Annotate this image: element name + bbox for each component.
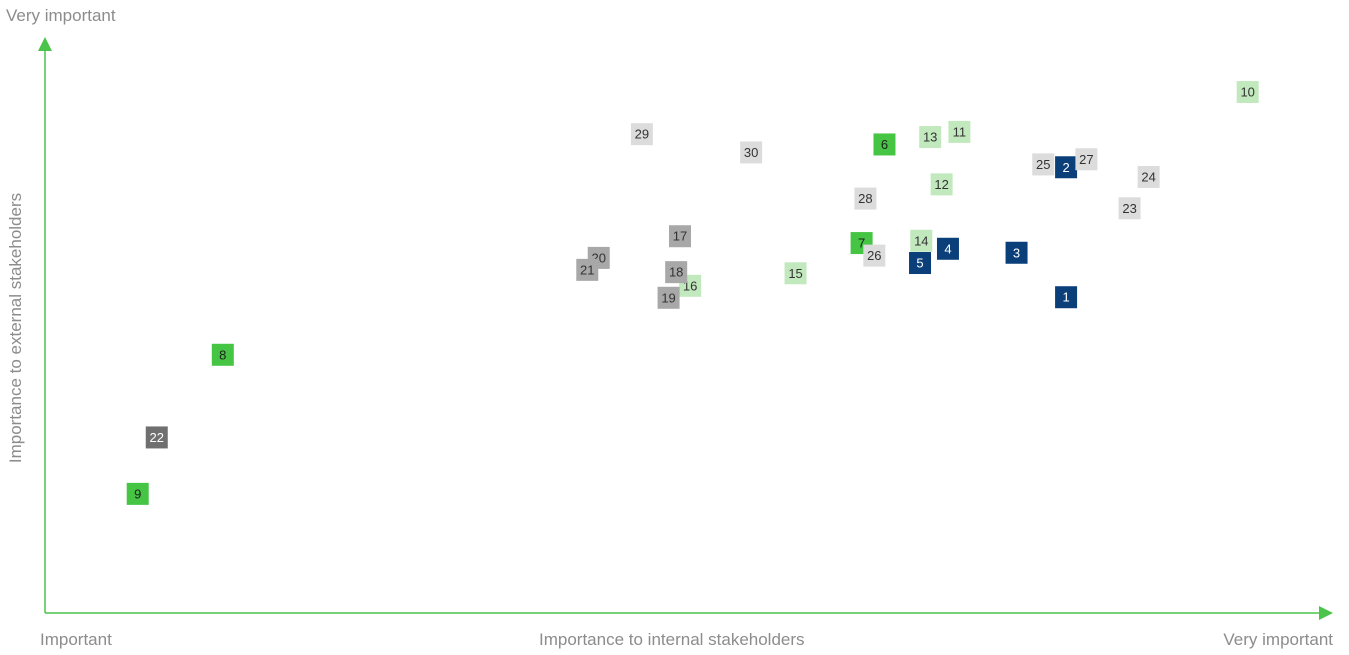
data-point-label-25: 25 bbox=[1036, 157, 1050, 172]
data-point-label-3: 3 bbox=[1013, 245, 1020, 260]
data-point-marker-24 bbox=[1137, 165, 1160, 188]
data-point-label-29: 29 bbox=[635, 127, 649, 142]
data-point-label-19: 19 bbox=[661, 290, 675, 305]
data-point-marker-12 bbox=[930, 173, 953, 196]
data-point-marker-2 bbox=[1055, 156, 1078, 179]
x-axis-min-label: Important bbox=[40, 630, 112, 649]
data-point-marker-29 bbox=[630, 123, 653, 146]
data-point-marker-11 bbox=[948, 120, 971, 143]
data-point-label-26: 26 bbox=[867, 248, 881, 263]
data-point-marker-18 bbox=[665, 261, 688, 284]
data-point-marker-22 bbox=[145, 426, 168, 449]
data-point-label-28: 28 bbox=[858, 191, 872, 206]
data-point-label-11: 11 bbox=[953, 124, 967, 139]
data-point-marker-13 bbox=[919, 126, 942, 149]
data-point-label-9: 9 bbox=[134, 486, 141, 501]
data-point-label-13: 13 bbox=[923, 130, 937, 145]
data-point-label-12: 12 bbox=[934, 177, 948, 192]
data-point-label-14: 14 bbox=[914, 233, 928, 248]
y-axis-arrow-icon bbox=[38, 37, 52, 51]
data-point-label-4: 4 bbox=[944, 241, 951, 256]
x-axis-title: Importance to internal stakeholders bbox=[539, 630, 805, 649]
x-axis-max-label: Very important bbox=[1223, 630, 1333, 649]
data-point-marker-8 bbox=[211, 343, 234, 366]
data-point-marker-5 bbox=[909, 252, 932, 275]
data-point-marker-1 bbox=[1055, 286, 1078, 309]
data-point-label-6: 6 bbox=[881, 137, 888, 152]
data-point-marker-14 bbox=[910, 229, 933, 252]
data-point-label-10: 10 bbox=[1240, 85, 1254, 100]
data-point-label-22: 22 bbox=[150, 430, 164, 445]
x-axis-arrow-icon bbox=[1319, 606, 1333, 620]
data-point-marker-23 bbox=[1118, 197, 1141, 220]
data-point-label-15: 15 bbox=[788, 266, 802, 281]
data-point-label-5: 5 bbox=[916, 256, 923, 271]
data-point-label-8: 8 bbox=[219, 347, 226, 362]
data-point-label-30: 30 bbox=[744, 145, 758, 160]
y-axis-max-label: Very important bbox=[6, 6, 116, 25]
data-point-label-1: 1 bbox=[1062, 290, 1069, 305]
data-point-label-27: 27 bbox=[1079, 152, 1093, 167]
data-point-label-21: 21 bbox=[580, 262, 594, 277]
data-point-marker-26 bbox=[863, 244, 886, 267]
data-point-marker-9 bbox=[126, 482, 149, 505]
data-point-label-17: 17 bbox=[673, 229, 687, 244]
data-point-marker-3 bbox=[1005, 241, 1028, 264]
data-point-marker-27 bbox=[1075, 148, 1098, 171]
data-point-marker-10 bbox=[1236, 81, 1259, 104]
data-point-marker-19 bbox=[657, 286, 680, 309]
data-point-marker-6 bbox=[873, 133, 896, 156]
data-point-marker-25 bbox=[1032, 153, 1055, 176]
data-point-marker-30 bbox=[740, 141, 763, 164]
data-point-marker-21 bbox=[576, 258, 599, 281]
data-point-label-24: 24 bbox=[1141, 169, 1155, 184]
data-point-label-23: 23 bbox=[1122, 201, 1136, 216]
data-point-label-7: 7 bbox=[858, 236, 865, 251]
data-point-label-2: 2 bbox=[1062, 160, 1069, 175]
data-point-marker-17 bbox=[669, 225, 691, 248]
data-point-marker-4 bbox=[936, 237, 959, 260]
data-point-marker-15 bbox=[784, 262, 807, 285]
data-point-marker-28 bbox=[854, 187, 877, 210]
data-point-label-18: 18 bbox=[669, 265, 683, 280]
